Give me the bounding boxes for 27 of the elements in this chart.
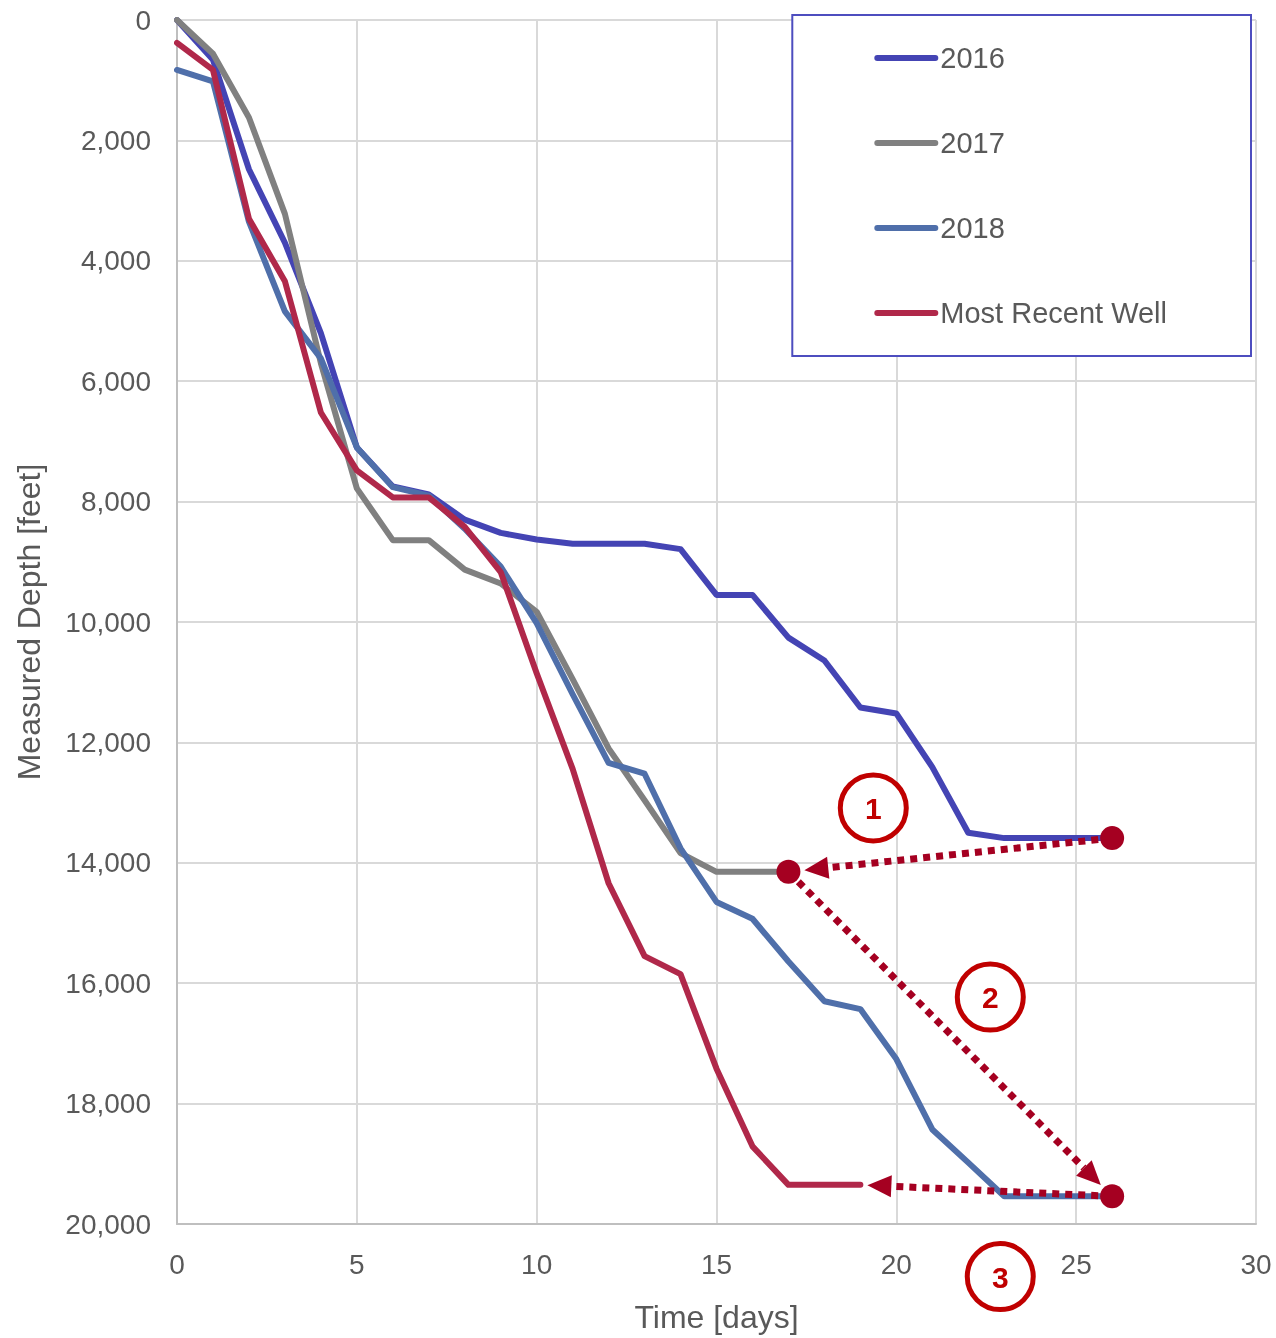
y-tick-label: 12,000 bbox=[65, 726, 151, 758]
legend-label: 2018 bbox=[940, 212, 1005, 244]
x-tick-label: 5 bbox=[349, 1248, 365, 1280]
y-tick-label: 4,000 bbox=[80, 245, 151, 277]
y-tick-label: 10,000 bbox=[65, 606, 151, 638]
x-tick-label: 0 bbox=[169, 1248, 185, 1280]
y-tick-label: 8,000 bbox=[80, 486, 151, 518]
x-tick-label: 30 bbox=[1240, 1248, 1272, 1280]
legend-label: 2017 bbox=[940, 127, 1005, 159]
y-axis-title: Measured Depth [feet] bbox=[11, 463, 47, 781]
y-tick-label: 0 bbox=[135, 4, 151, 36]
legend-label: Most Recent Well bbox=[940, 297, 1168, 329]
x-tick-label: 10 bbox=[521, 1248, 553, 1280]
y-tick-label: 18,000 bbox=[65, 1088, 151, 1120]
y-tick-label: 2,000 bbox=[80, 124, 151, 156]
annotation: 1 bbox=[864, 791, 882, 825]
y-tick-label: 14,000 bbox=[65, 847, 151, 879]
y-tick-label: 16,000 bbox=[65, 967, 151, 999]
y-tick-label: 20,000 bbox=[65, 1208, 151, 1240]
x-tick-label: 25 bbox=[1060, 1248, 1092, 1280]
x-axis-title: Time [days] bbox=[634, 1299, 799, 1335]
text: 3 bbox=[991, 1260, 1009, 1294]
x-tick-label: 20 bbox=[880, 1248, 912, 1280]
annotation: 2 bbox=[981, 981, 999, 1015]
x-tick-label: 15 bbox=[700, 1248, 733, 1280]
legend-label: 2016 bbox=[940, 42, 1005, 74]
y-tick-label: 6,000 bbox=[80, 365, 151, 397]
